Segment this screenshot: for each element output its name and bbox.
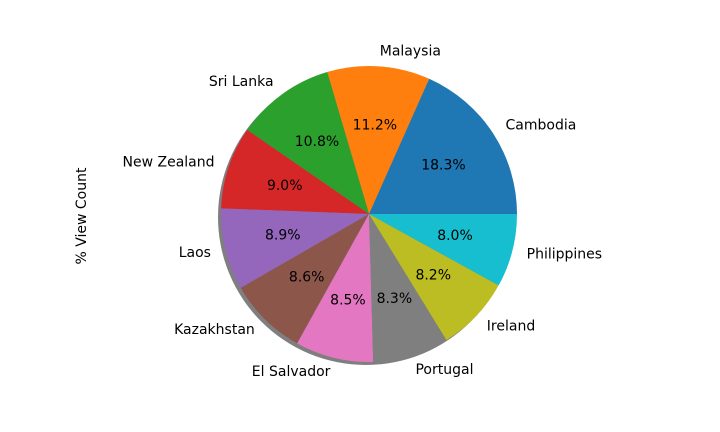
pie-slice-portugal xyxy=(369,214,447,362)
pie-slice-kazakhstan xyxy=(240,214,369,344)
slice-percent-new-zealand: 9.0% xyxy=(267,178,303,194)
slice-label-el-salvador: El Salvador xyxy=(252,364,331,380)
pie-slices xyxy=(221,65,517,363)
slice-label-portugal: Portugal xyxy=(415,362,473,378)
slice-label-sri-lanka: Sri Lanka xyxy=(209,74,274,90)
slice-percent-cambodia: 18.3% xyxy=(421,158,465,174)
pie-slice-sri-lanka xyxy=(247,72,369,215)
pie-slice-malaysia xyxy=(327,65,430,214)
slice-percent-el-salvador: 8.5% xyxy=(330,292,366,308)
pie-slice-cambodia xyxy=(369,78,517,214)
slice-percent-philippines: 8.0% xyxy=(437,228,473,244)
y-axis-label: % View Count xyxy=(74,167,90,265)
slice-label-philippines: Philippines xyxy=(527,247,602,263)
slice-label-laos: Laos xyxy=(179,245,211,261)
slice-label-cambodia: Cambodia xyxy=(506,117,577,133)
slice-percent-sri-lanka: 10.8% xyxy=(295,134,339,150)
pie-labels: Cambodia 18.3% Malaysia 11.2% Sri Lanka 10.8%… xyxy=(123,44,603,381)
pie-slice-philippines xyxy=(369,214,517,286)
slice-percent-ireland: 8.2% xyxy=(415,267,451,283)
slice-percent-malaysia: 11.2% xyxy=(353,117,397,133)
slice-percent-portugal: 8.3% xyxy=(377,291,413,307)
slice-percent-laos: 8.9% xyxy=(265,227,301,243)
slice-label-new-zealand: New Zealand xyxy=(123,155,215,171)
pie-slice-laos xyxy=(221,208,369,288)
pie-slice-new-zealand xyxy=(221,129,369,214)
slice-label-malaysia: Malaysia xyxy=(380,44,441,60)
pie-slice-el-salvador xyxy=(297,214,374,363)
pie-slice-ireland xyxy=(369,214,499,341)
slice-percent-kazakhstan: 8.6% xyxy=(289,269,325,285)
slice-label-kazakhstan: Kazakhstan xyxy=(174,322,255,338)
slice-label-ireland: Ireland xyxy=(487,318,535,334)
